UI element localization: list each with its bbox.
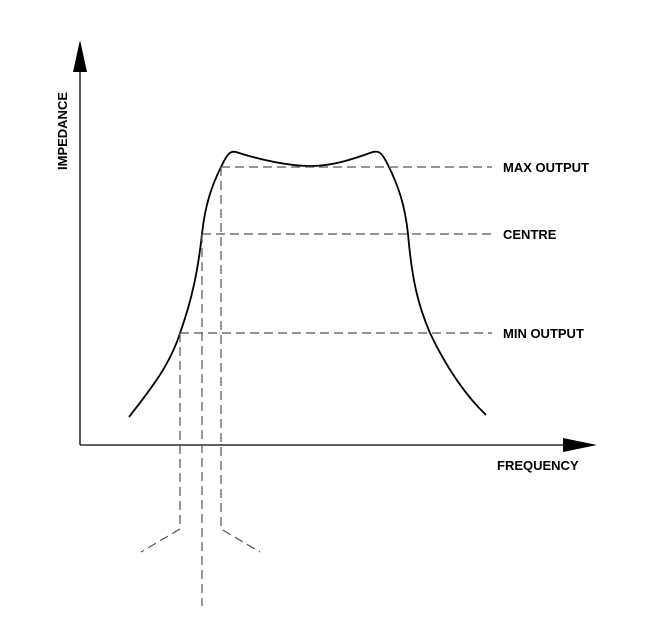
x-axis-arrow — [563, 438, 597, 452]
max-output-projection — [220, 167, 261, 553]
min-output-projection — [140, 333, 181, 553]
y-axis-label: IMPEDANCE — [55, 92, 70, 170]
impedance-curve — [128, 150, 487, 418]
max-output-label: MAX OUTPUT — [503, 160, 589, 175]
min-output-label: MIN OUTPUT — [503, 326, 584, 341]
x-axis-label: FREQUENCY — [497, 458, 579, 473]
y-axis-arrow — [73, 40, 87, 72]
centre-label: CENTRE — [503, 227, 557, 242]
